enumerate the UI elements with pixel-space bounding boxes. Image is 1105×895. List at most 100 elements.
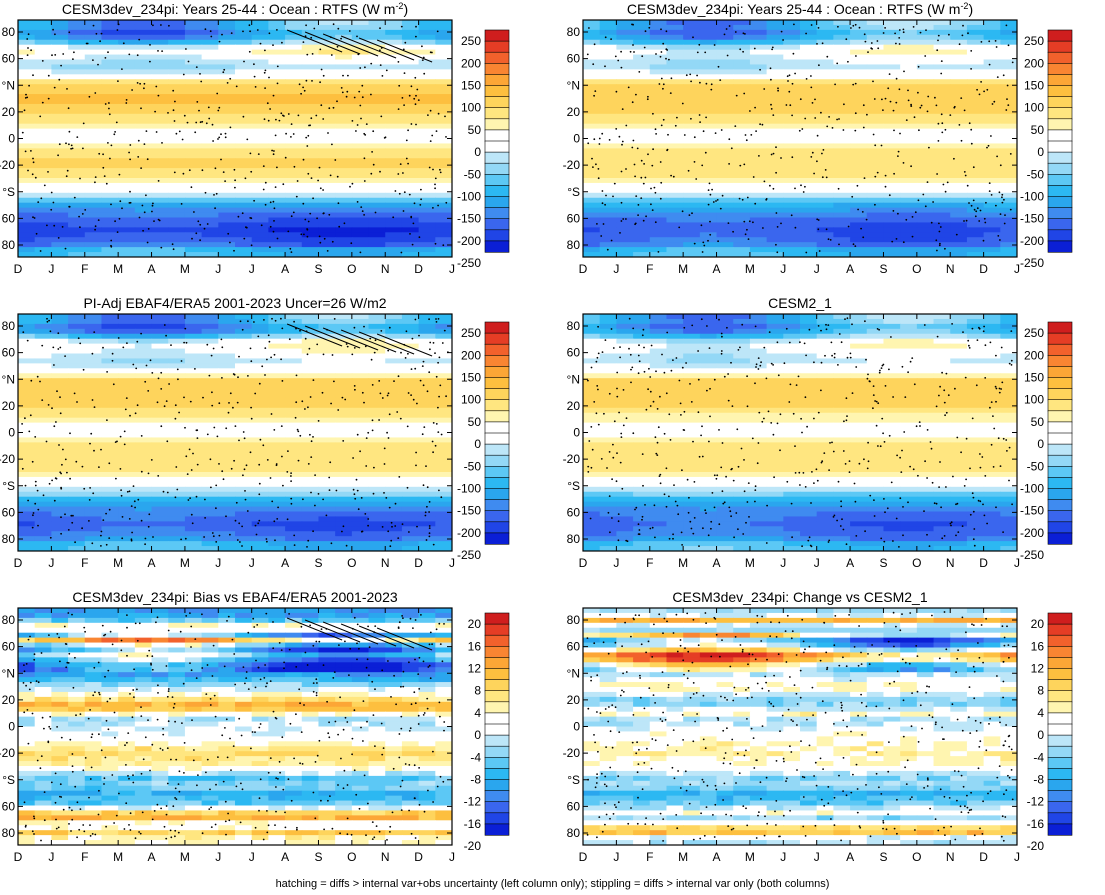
heatmap-cell xyxy=(418,328,436,335)
heatmap-cell xyxy=(418,59,436,66)
heatmap-cell xyxy=(134,333,153,340)
heatmap-cell xyxy=(68,108,86,115)
heatmap-cell xyxy=(101,447,119,453)
heatmap-cell xyxy=(18,452,36,458)
heatmap-cell xyxy=(699,168,718,174)
stipple-dot xyxy=(621,140,624,143)
heatmap-cell xyxy=(649,49,668,56)
heatmap-cell xyxy=(900,247,918,253)
heatmap-cell xyxy=(716,153,734,159)
heatmap-cell xyxy=(1000,158,1017,164)
heatmap-cell xyxy=(385,34,403,41)
heatmap-cell xyxy=(950,227,968,233)
heatmap-cell xyxy=(950,163,968,169)
heatmap-cell xyxy=(816,79,834,85)
heatmap-cell xyxy=(683,252,701,257)
heatmap-cell xyxy=(134,476,153,483)
heatmap-cell xyxy=(34,516,52,522)
chart-panel-2: CESM3dev_234pi: Years 25-44 : Ocean : RT… xyxy=(563,1,1073,276)
heatmap-cell xyxy=(151,521,169,527)
heatmap-cell xyxy=(151,314,169,320)
heatmap-cell xyxy=(933,153,951,159)
heatmap-cell xyxy=(285,118,303,125)
stipple-dot xyxy=(250,244,253,247)
heatmap-cell xyxy=(34,358,52,364)
heatmap-cell xyxy=(916,103,935,110)
heatmap-cell xyxy=(950,148,968,154)
heatmap-cell xyxy=(51,153,69,159)
heatmap-cell xyxy=(418,197,436,204)
heatmap-cell xyxy=(201,491,219,498)
heatmap-cell xyxy=(201,118,219,125)
heatmap-cell xyxy=(368,212,386,219)
heatmap-cell xyxy=(666,212,684,219)
stipple-dot xyxy=(131,89,134,91)
stipple-dot xyxy=(128,53,131,56)
stipple-dot xyxy=(903,70,905,73)
y-tick-label: 80 xyxy=(567,238,581,252)
heatmap-cell xyxy=(683,89,701,95)
heatmap-cell xyxy=(900,212,918,219)
heatmap-cell xyxy=(749,99,768,105)
heatmap-cell xyxy=(235,323,253,330)
heatmap-cell xyxy=(883,113,901,120)
heatmap-cell xyxy=(816,212,834,219)
heatmap-cell xyxy=(34,99,52,105)
heatmap-cell xyxy=(900,252,918,257)
stipple-dot xyxy=(820,111,822,114)
colorbar-label: -100 xyxy=(457,190,481,204)
heatmap-cell xyxy=(368,412,386,419)
heatmap-cell xyxy=(368,89,386,95)
colorbar-label: 250 xyxy=(1024,34,1044,48)
heatmap-cell xyxy=(766,94,784,100)
heatmap-cell xyxy=(34,412,52,419)
heatmap-cell xyxy=(68,173,86,179)
heatmap-cell xyxy=(118,323,136,330)
stipple-dot xyxy=(608,139,611,141)
heatmap-cell xyxy=(34,467,52,473)
heatmap-cell xyxy=(933,163,951,169)
heatmap-cell xyxy=(435,217,452,224)
heatmap-cell xyxy=(418,536,436,542)
heatmap-cell xyxy=(34,252,52,257)
heatmap-cell xyxy=(18,69,36,75)
heatmap-cell xyxy=(268,363,286,369)
stipple-dot xyxy=(432,207,434,209)
heatmap-cell xyxy=(950,133,968,140)
heatmap-cell xyxy=(418,99,436,105)
heatmap-cell xyxy=(18,432,36,439)
stipple-dot xyxy=(862,104,865,107)
heatmap-cell xyxy=(435,118,452,125)
stipple-dot xyxy=(934,96,936,99)
heatmap-cell xyxy=(633,94,651,100)
heatmap-cell xyxy=(251,506,269,513)
heatmap-cell xyxy=(118,397,136,404)
heatmap-cell xyxy=(168,173,186,179)
heatmap-cell xyxy=(401,437,420,443)
heatmap-cell xyxy=(134,247,153,253)
heatmap-cell xyxy=(268,217,286,224)
heatmap-cell xyxy=(649,212,668,219)
heatmap-cell xyxy=(368,536,386,542)
heatmap-cell xyxy=(916,178,935,184)
heatmap-cell xyxy=(733,182,751,189)
heatmap-cell xyxy=(850,64,868,70)
heatmap-cell xyxy=(18,182,36,189)
heatmap-cell xyxy=(285,232,303,238)
heatmap-cell xyxy=(51,182,69,189)
heatmap-cell xyxy=(435,472,452,478)
stipple-dot xyxy=(110,203,112,206)
heatmap-cell xyxy=(883,182,901,189)
heatmap-cell xyxy=(649,20,668,26)
heatmap-cell xyxy=(983,252,1001,257)
heatmap-cell xyxy=(435,79,452,85)
heatmap-cell xyxy=(351,506,370,513)
stipple-dot xyxy=(940,60,943,62)
heatmap-cell xyxy=(351,168,370,174)
heatmap-cell xyxy=(800,34,818,41)
heatmap-cell xyxy=(385,242,403,248)
heatmap-cell xyxy=(168,133,186,140)
stipple-dot xyxy=(244,177,247,180)
heatmap-cell xyxy=(933,44,951,51)
heatmap-cell xyxy=(68,437,86,443)
